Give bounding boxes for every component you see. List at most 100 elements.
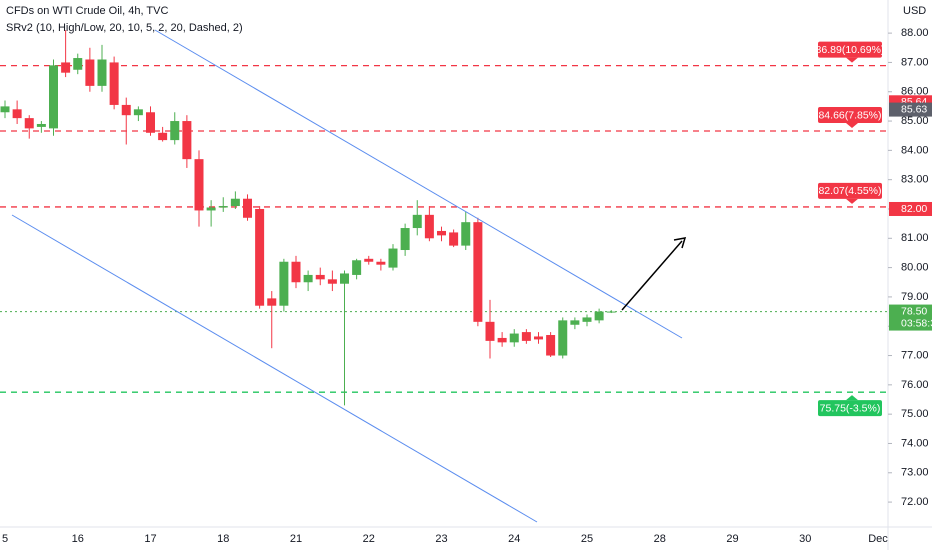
x-tick-label: 28 [654,533,666,545]
candle-body [424,214,434,239]
candle-body [279,261,289,306]
candle-body [121,104,131,116]
candle-body [327,279,337,284]
candle-body [364,258,374,262]
last-price-tag [889,304,932,331]
candle-body [461,222,471,246]
chart-title: CFDs on WTI Crude Oil, 4h, TVC [6,5,168,17]
candle-body [582,317,592,322]
candle-body [376,261,386,265]
level-label-pointer [846,395,858,401]
level-label: 84.66(7.85%) [818,109,881,121]
candle-body [534,336,543,340]
candle-body [412,214,422,229]
y-tick-label: 84.00 [901,144,929,156]
y-tick-label: 76.00 [901,379,929,391]
candle-body [400,228,410,251]
x-tick-label: 25 [581,533,593,545]
candle-body [230,198,240,207]
candle-body [267,298,277,306]
x-tick-label: 18 [217,533,229,545]
y-tick-label: 88.00 [901,27,929,39]
y-tick-label: 85.00 [901,115,929,127]
x-tick-label: 29 [726,533,738,545]
candle-body [546,335,556,356]
candle-body [303,274,313,283]
candle-body [315,274,325,280]
candle-body [24,118,34,129]
y-tick-label: 86.00 [901,86,929,98]
level-label: 82.07(4.55%) [818,185,881,197]
candle-body [194,159,204,211]
y-tick-label: 81.00 [901,232,929,244]
candle-body [291,261,301,283]
y-tick-label: 74.00 [901,437,929,449]
x-tick-label: 17 [144,533,156,545]
candle-body [497,337,507,343]
candle-body [340,273,349,284]
level-label-box [818,107,882,124]
candle-body [12,109,22,119]
x-tick-label: Dec [868,533,888,545]
y-tick-label: 75.00 [901,408,929,420]
level-label-pointer [846,123,858,129]
candle-body [97,59,107,86]
price-tag-label: 85.63 [901,103,927,115]
candle-body [36,123,46,127]
y-tick-label: 77.00 [901,349,929,361]
candle-body [558,320,568,356]
candle-body [85,59,95,86]
x-tick-label: 21 [290,533,302,545]
candle-body [218,206,228,208]
level-label-pointer [846,57,858,63]
axes: 72.0073.0074.0075.0076.0077.0078.0079.00… [2,27,932,545]
level-label-pointer [846,198,858,204]
indicator-label: SRv2 (10, High/Low, 20, 10, 5, 2, 20, Da… [6,22,243,34]
candle-body [594,311,604,321]
x-tick-label: 16 [72,533,84,545]
candle-body [61,62,71,73]
level-label: 75.75(-3.5%) [820,402,881,414]
x-tick-label: 22 [363,533,375,545]
candle-body [73,58,83,70]
x-tick-label: 30 [799,533,811,545]
currency-label: USD [903,5,926,17]
candle-body [437,230,446,236]
candle-body [570,320,580,325]
candle-body [182,121,192,160]
candle-body [473,222,483,322]
price-tag [889,201,932,216]
candle-body [388,248,398,268]
trend-line-lower [11,214,538,523]
candle-body [449,232,459,246]
trend-line-upper [154,29,683,339]
candle-body [158,132,168,141]
x-tick-label: 24 [508,533,520,545]
candle-body [485,321,495,341]
level-label-box [818,182,882,199]
y-tick-label: 80.00 [901,262,929,274]
candle-body [206,207,216,211]
y-tick-label: 83.00 [901,174,929,186]
price-tag-label: 82.00 [901,203,927,215]
arrow-line [621,240,683,311]
candle-body [509,333,519,343]
x-tick-label: 23 [435,533,447,545]
price-tag [889,102,932,117]
y-tick-label: 73.00 [901,467,929,479]
level-label-box [818,400,882,417]
plot-area [0,30,888,406]
candle-body [146,112,155,133]
candle-body [170,121,180,141]
candle-body [521,332,531,341]
candle-body [243,198,252,218]
candle-body [0,106,10,113]
candle-body [49,65,58,129]
x-tick-label: 5 [2,533,8,545]
countdown: 03:58:3 [901,317,932,329]
last-price-label: 78.50 [901,305,927,317]
candle-body [255,208,265,306]
y-tick-label: 79.00 [901,291,929,303]
